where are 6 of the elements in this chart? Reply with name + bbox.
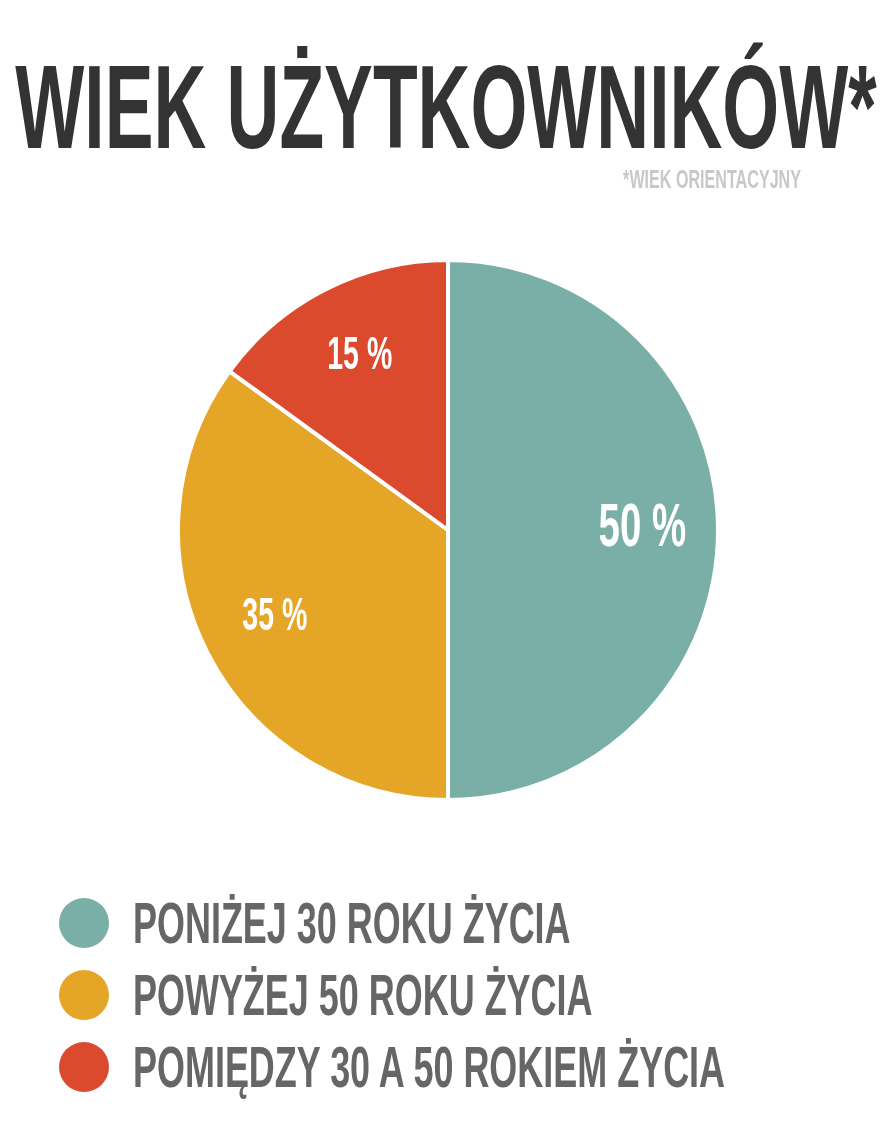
legend-label: PONIŻEJ 30 ROKU ŻYCIA: [133, 890, 571, 956]
legend-label: POWYŻEJ 50 ROKU ŻYCIA: [133, 962, 593, 1028]
data-label: 15 %: [327, 326, 393, 379]
data-label: 50 %: [598, 489, 687, 560]
legend-label: POMIĘDZY 30 A 50 ROKIEM ŻYCIA: [133, 1034, 726, 1100]
data-label: 35 %: [242, 588, 308, 641]
